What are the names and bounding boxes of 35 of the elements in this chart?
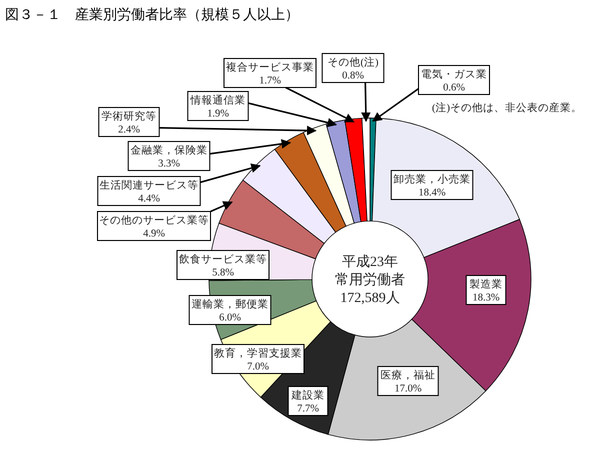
data-label: 0.8%	[342, 70, 364, 82]
text: (注)その他は、非公表の産業。	[432, 101, 582, 114]
slice-label: 医療，福祉	[380, 368, 436, 382]
data-label: 3.3%	[158, 158, 180, 170]
slice-label: 生活関連サービス等	[100, 178, 198, 192]
slice-label: 建設業	[290, 388, 324, 402]
slice-label: 製造業	[470, 278, 502, 290]
slice-label: 卸売業，小売業	[394, 172, 470, 186]
data-label: 18.4%	[418, 188, 446, 198]
data-label: 7.7%	[297, 404, 320, 414]
data-label: 0.6%	[443, 82, 466, 94]
data-label: 1.9%	[207, 108, 230, 120]
data-label: 7.0%	[247, 362, 270, 372]
data-label: 5.8%	[212, 268, 234, 278]
data-label: 4.4%	[138, 194, 160, 204]
slice-label: 金融業，保険業	[130, 144, 208, 156]
data-label: 17.0%	[394, 384, 422, 394]
chart-title: 図３－１ 産業別労働者比率（規模５人以上）	[5, 6, 299, 22]
data-label: 1.7%	[259, 76, 282, 86]
slice-label: その他(注)	[328, 56, 379, 68]
text: 平成23年	[342, 254, 398, 270]
slice-label: 複合サービス事業	[226, 60, 314, 74]
text: 172,589人	[340, 290, 400, 306]
slice-label: 電気・ガス業	[421, 68, 487, 80]
slice-label: 運輸業，郵便業	[192, 298, 268, 310]
slice-label: 情報通信業	[190, 94, 246, 106]
data-label: 6.0%	[219, 312, 242, 324]
slice-label: 学術研究等	[102, 110, 156, 122]
data-label: 4.9%	[143, 228, 166, 240]
text: 常用労働者	[335, 272, 405, 288]
data-label: 18.3%	[472, 292, 500, 304]
slice-label: 教育，学習支援業	[214, 346, 302, 360]
slice-label: 飲食サービス業等	[179, 254, 267, 266]
data-label: 2.4%	[118, 124, 140, 136]
slice-label: その他のサービス業等	[99, 214, 209, 226]
